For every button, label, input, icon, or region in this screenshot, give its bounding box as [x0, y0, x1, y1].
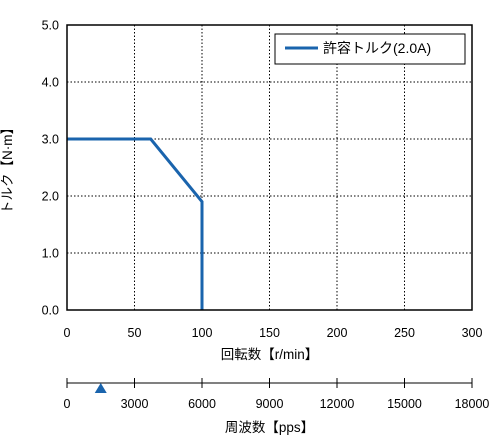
- frequency-tick-label: 12000: [320, 397, 355, 411]
- frequency-marker: [94, 383, 107, 393]
- x-tick-labels: 0 50 100 150 200 250 300: [64, 326, 483, 340]
- x-tick-label: 150: [259, 326, 280, 340]
- frequency-tick-label: 3000: [121, 397, 149, 411]
- x-axis-label: 回転数【r/min】: [221, 347, 319, 362]
- frequency-tick-label: 9000: [256, 397, 284, 411]
- frequency-tick-label: 6000: [188, 397, 216, 411]
- frequency-tick-label: 15000: [387, 397, 422, 411]
- x-tick-label: 300: [462, 326, 483, 340]
- x-tick-label: 250: [394, 326, 415, 340]
- plot-frame: [66, 24, 473, 311]
- legend-label: 許容トルク(2.0A): [323, 40, 431, 56]
- y-tick-labels: 0.0 1.0 2.0 3.0 4.0 5.0: [42, 19, 59, 318]
- x-tick-label: 200: [327, 326, 348, 340]
- y-tick-label: 1.0: [42, 247, 59, 261]
- y-tick-label: 4.0: [42, 76, 59, 90]
- grid-lines: [67, 25, 472, 310]
- y-tick-label: 3.0: [42, 133, 59, 147]
- x-tick-label: 50: [128, 326, 142, 340]
- frequency-axis-label: 周波数【pps】: [225, 420, 314, 435]
- y-tick-label: 0.0: [42, 304, 59, 318]
- y-tick-label: 5.0: [42, 19, 59, 33]
- frequency-tick-label: 18000: [455, 397, 490, 411]
- x-tick-label: 100: [192, 326, 213, 340]
- x-tick-label: 0: [64, 326, 71, 340]
- frequency-tick-label: 0: [64, 397, 71, 411]
- series-layer: [67, 137, 204, 310]
- y-axis-label: トルク【N·m】: [0, 121, 15, 214]
- frequency-axis: 0 3000 6000 9000 12000 15000 18000 周波数【pps】: [64, 378, 490, 435]
- frequency-ticks: 0 3000 6000 9000 12000 15000 18000: [64, 378, 490, 411]
- legend: 許容トルク(2.0A): [274, 33, 466, 65]
- y-tick-label: 2.0: [42, 190, 59, 204]
- series-line: [67, 137, 204, 310]
